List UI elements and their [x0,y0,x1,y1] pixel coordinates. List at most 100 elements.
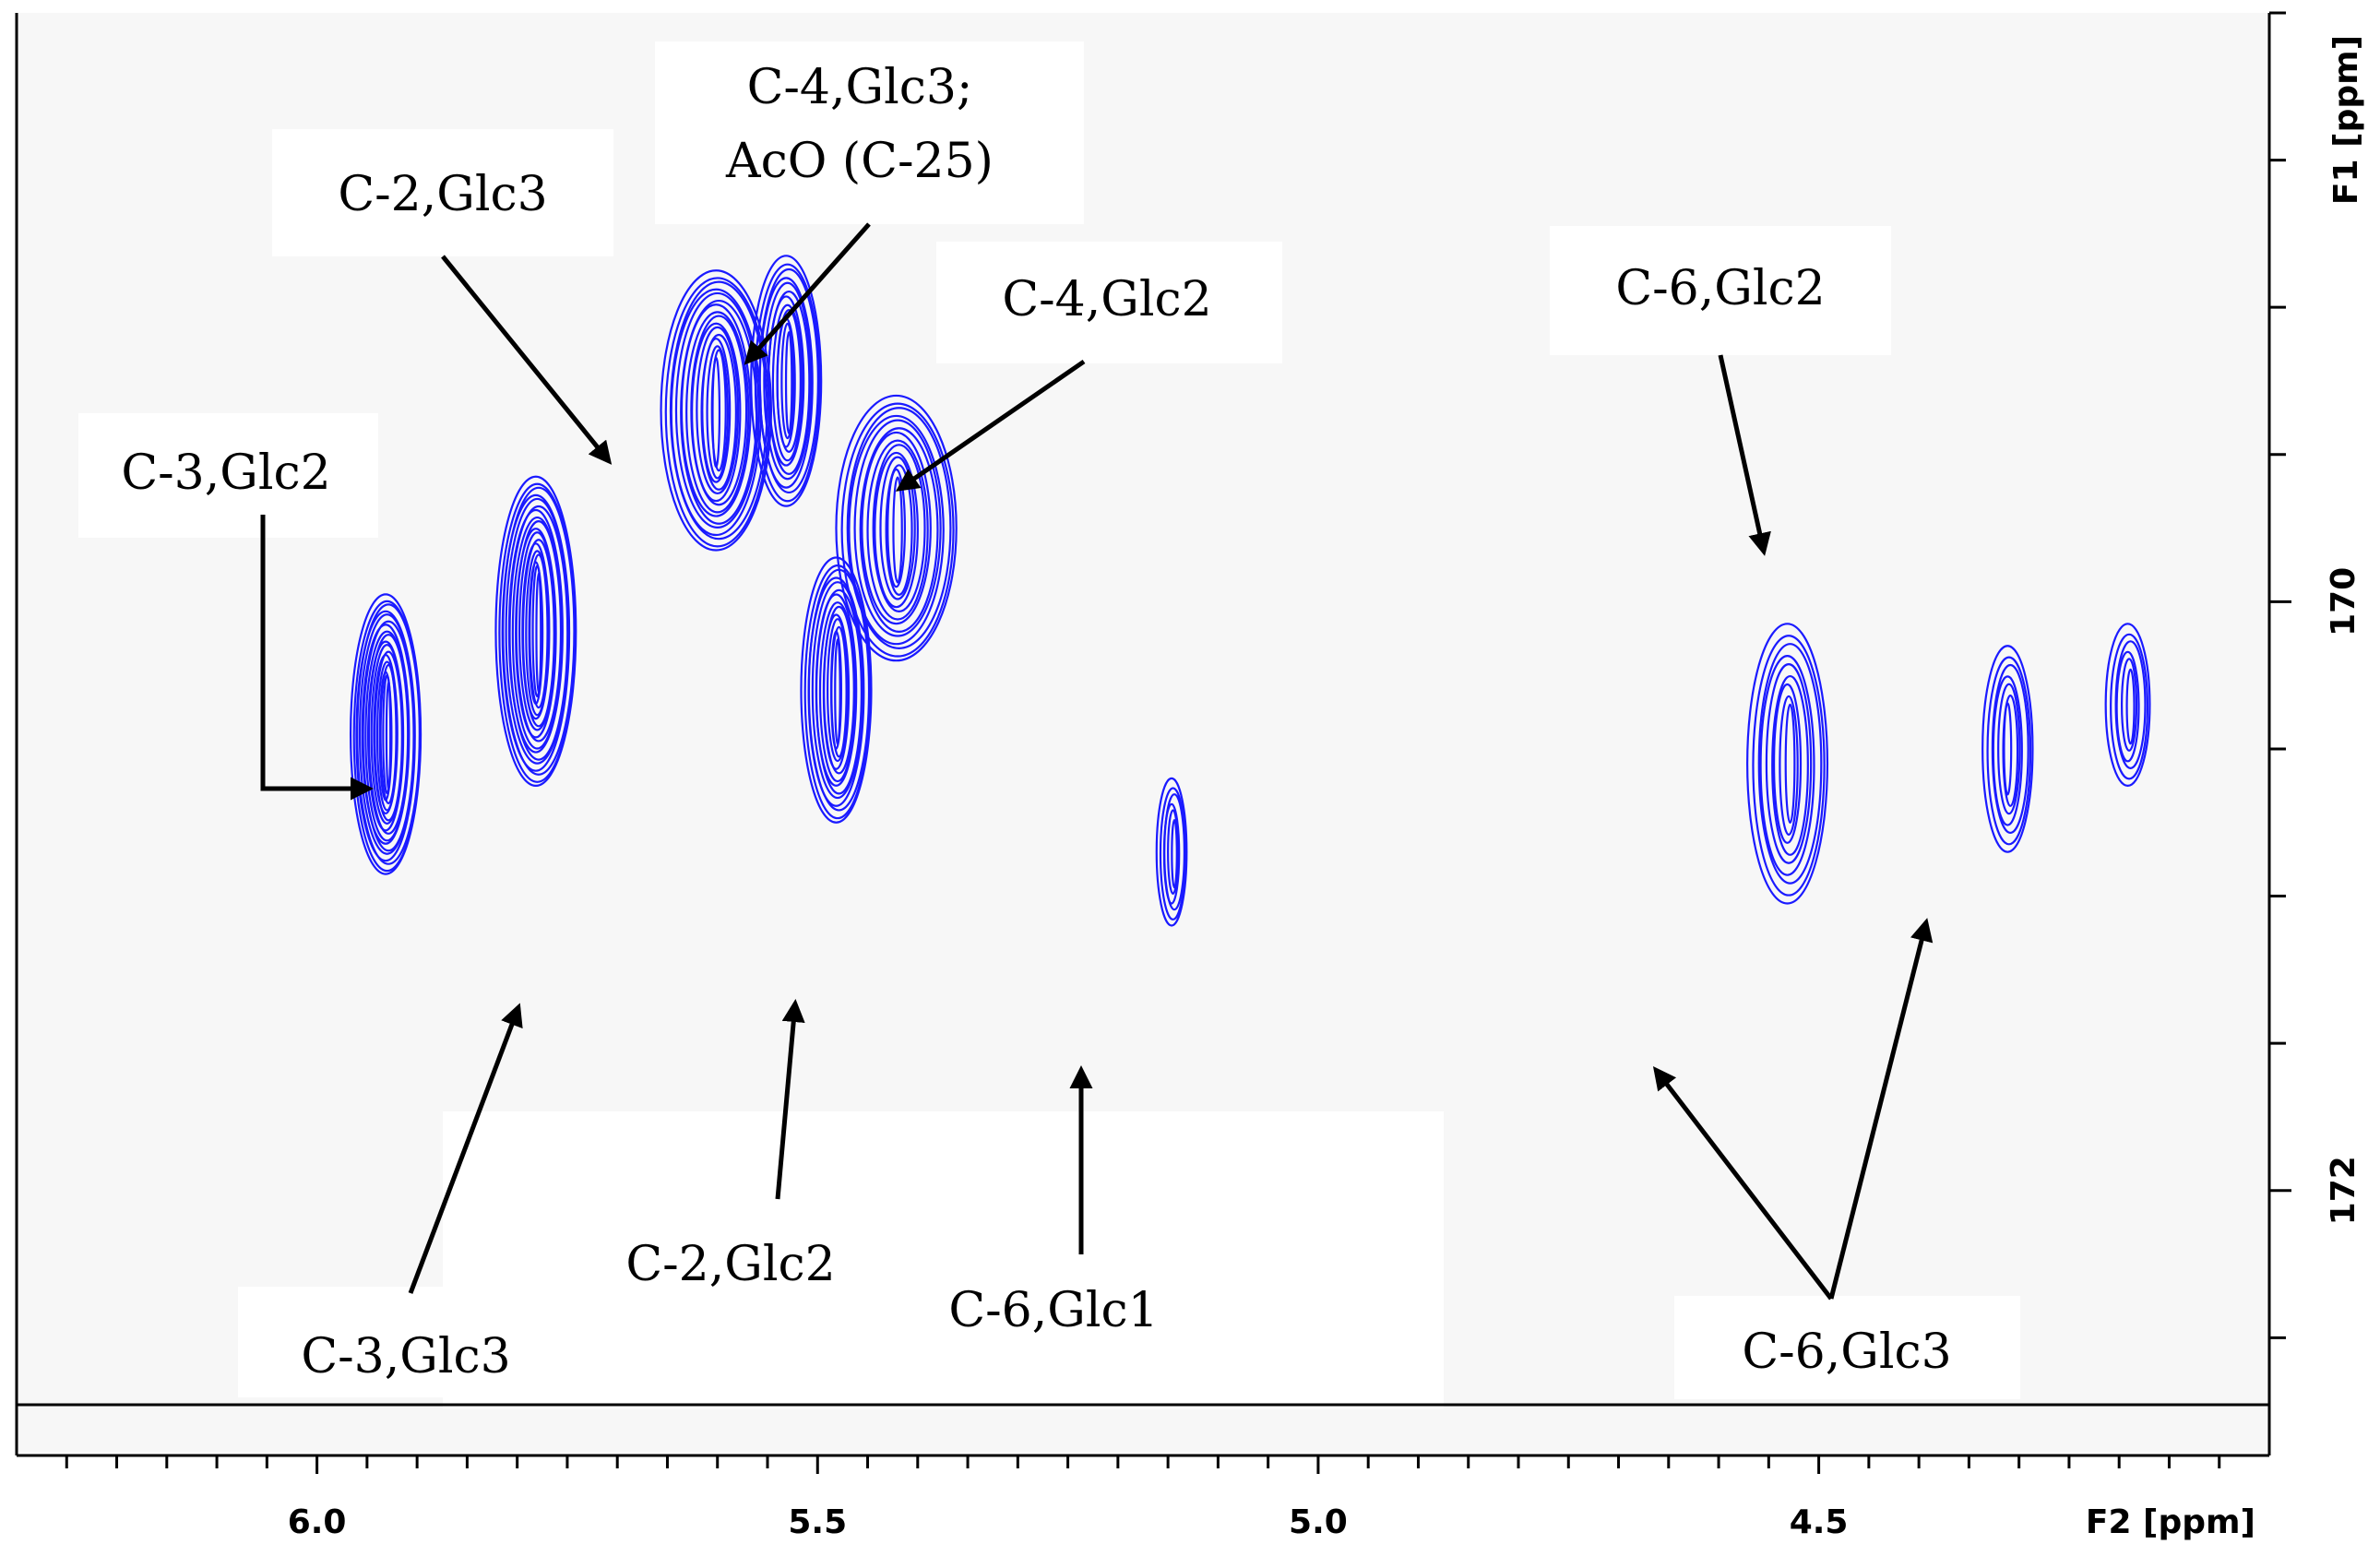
contour-level [866,439,929,621]
x-tick-label: 4.5 [1790,1503,1849,1541]
arrow-c4-glc3 [744,222,871,365]
annotation-c2-glc2: C-2,Glc2 [625,1237,835,1292]
arrow-c6-glc3-b [1828,918,1934,1300]
contour-level [818,601,857,783]
annotation-c6-glc3: C-6,Glc3 [1742,1324,1951,1380]
peak-10 [2104,623,2151,787]
contour-level [859,427,939,633]
peak-7 [1155,777,1188,927]
contour-level [535,572,542,695]
contour-level [1981,645,2034,853]
axes-layer: 6.0 5.5 5.0 4.5 170 172 F2 [ppm] F1 [ppm] [15,11,2365,1541]
contour-level [758,277,814,489]
contour-level [701,338,732,483]
arrow-c6-glc2 [1718,354,1771,556]
label-box-layer [78,42,2020,1408]
contour-level [1759,655,1815,876]
peak-6 [835,394,958,662]
contour-level [2110,633,2149,780]
label-box-c4-glc2 [936,242,1282,363]
annotation-layer: C-3,Glc2 C-2,Glc3 C-4,Glc3; AcO (C-25) C… [121,60,1951,1384]
contour-level [691,322,742,503]
contour-level [1162,802,1181,905]
contour-level [1997,683,2021,815]
peak-8 [1746,623,1829,905]
x-tick-label: 5.0 [1289,1503,1348,1541]
annotation-c4-glc3-line2: AcO (C-25) [725,134,994,189]
contour-level [385,681,392,791]
arrow-layer [260,222,1934,1301]
contour-level [1155,777,1188,927]
contour-level [2125,668,2136,745]
arrow-c2-glc3 [441,255,613,465]
contour-level [1757,643,1823,885]
annotation-c3-glc3: C-3,Glc3 [301,1329,510,1384]
contour-level [660,269,773,552]
contour-level [696,326,740,495]
contour-level [2115,650,2140,763]
contour-level [1784,703,1796,825]
contour-level [1992,675,2023,826]
contour-level [807,576,865,807]
contour-level [2104,623,2151,787]
contour-level [763,281,813,481]
arrow-c2-glc2 [775,999,805,1200]
contour-level [780,322,795,440]
x-tick-label: 6.0 [288,1503,347,1541]
label-box-c6-glc2 [1550,226,1891,355]
label-box-bottom-center [443,1111,1444,1408]
y-tick-group: 170 172 [2269,11,2362,1339]
contour-level [879,456,916,600]
x-axis-title: F2 [ppm] [2086,1503,2255,1541]
contour-level [827,618,849,763]
contour-level [834,638,841,746]
contour-level [874,451,919,609]
contour-level [685,311,750,514]
contour-level [885,464,913,596]
annotation-c4-glc3-line1: C-4,Glc3; [747,60,973,115]
annotation-c3-glc2: C-3,Glc2 [121,445,330,501]
contour-level [674,291,760,529]
label-box-c4-glc3 [655,42,1084,224]
y-axis-title: F1 [ppm] [2327,35,2365,205]
peak-1 [349,593,422,875]
contour-level [1752,635,1826,897]
arrow-c6-glc3-a [1652,1066,1833,1301]
y-tick-label: 172 [2325,1156,2362,1225]
annotation-c4-glc2: C-4,Glc2 [1002,272,1211,327]
contour-level [750,255,823,507]
contour-level [1779,695,1799,836]
contour-level [768,295,805,467]
contour-level [840,402,955,658]
contour-level [1772,683,1803,844]
annotation-c6-glc2: C-6,Glc2 [1615,261,1825,316]
contour-level [1746,623,1829,905]
contour-level [835,394,958,662]
contour-level [1765,663,1813,864]
contour-level [784,331,793,434]
contour-level [2003,702,2013,796]
x-tick-group: 6.0 5.5 5.0 4.5 [65,1455,2221,1541]
label-box-c6-glc3 [1674,1296,2020,1399]
label-box-c3-glc2 [78,413,378,538]
contour-level [872,444,926,612]
x-tick-label: 5.5 [788,1503,847,1541]
contour-level [1771,674,1809,856]
label-box-c2-glc3 [272,129,613,256]
contour-level [829,630,842,750]
contour-level [706,345,730,480]
contour-level [848,414,945,646]
y-tick-label: 170 [2325,567,2362,636]
contour-level [771,303,803,462]
contour-level [1167,809,1180,895]
contour-level [822,613,851,770]
contour-level [846,407,952,649]
annotation-c2-glc3: C-2,Glc3 [338,167,547,222]
contour-level [1159,787,1187,921]
contour-level [815,593,858,787]
peak-2 [494,475,577,787]
contour-level [853,419,942,637]
contour-level [800,556,873,824]
contour-level [2120,658,2138,752]
